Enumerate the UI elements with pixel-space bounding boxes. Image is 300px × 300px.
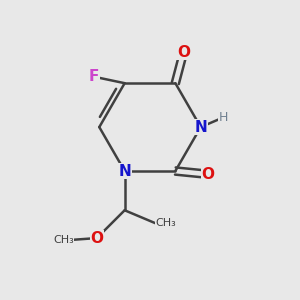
Text: O: O xyxy=(202,167,214,182)
Text: H: H xyxy=(219,111,228,124)
Text: O: O xyxy=(90,231,103,246)
Text: CH₃: CH₃ xyxy=(53,235,74,245)
Text: F: F xyxy=(88,69,99,84)
Text: N: N xyxy=(194,120,207,135)
Text: N: N xyxy=(118,164,131,178)
Text: O: O xyxy=(177,45,190,60)
Text: CH₃: CH₃ xyxy=(156,218,176,228)
